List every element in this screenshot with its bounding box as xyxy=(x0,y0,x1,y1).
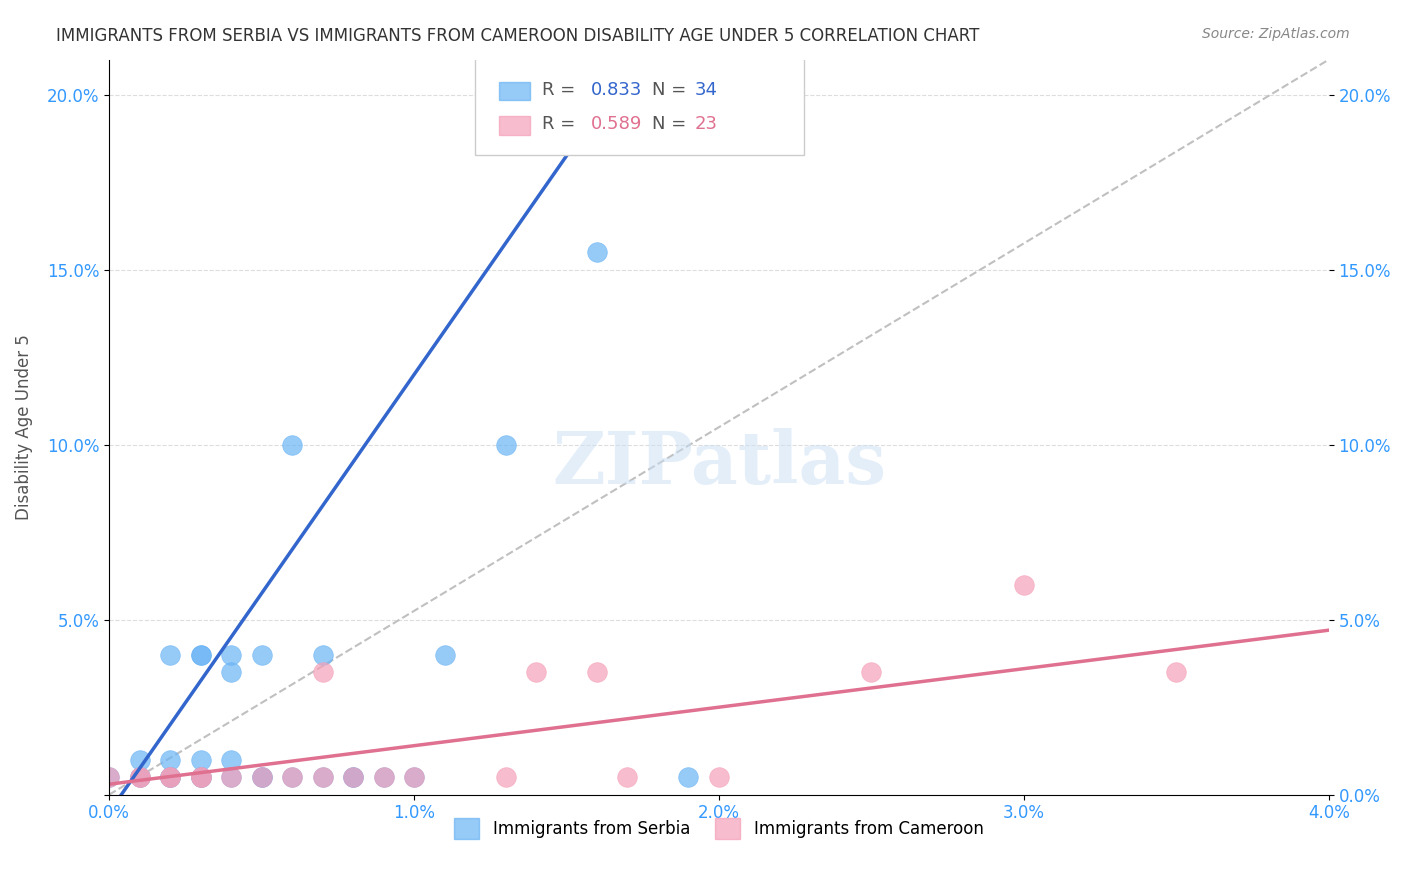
Point xyxy=(342,770,364,784)
Point xyxy=(586,245,609,260)
Text: Source: ZipAtlas.com: Source: ZipAtlas.com xyxy=(1202,27,1350,41)
Point xyxy=(219,753,242,767)
Point xyxy=(281,770,304,784)
FancyBboxPatch shape xyxy=(475,53,804,155)
Point xyxy=(219,665,242,680)
Point xyxy=(281,437,304,451)
Bar xyxy=(499,82,530,100)
Point xyxy=(159,770,181,784)
Point xyxy=(128,770,150,784)
Point xyxy=(159,753,181,767)
Bar xyxy=(499,116,530,135)
Point xyxy=(250,770,273,784)
Legend: Immigrants from Serbia, Immigrants from Cameroon: Immigrants from Serbia, Immigrants from … xyxy=(449,812,990,846)
Point xyxy=(342,770,364,784)
Point xyxy=(159,770,181,784)
Text: 23: 23 xyxy=(695,115,717,133)
Point xyxy=(616,770,638,784)
Point xyxy=(311,665,333,680)
Point xyxy=(190,770,212,784)
Point xyxy=(190,770,212,784)
Point xyxy=(311,770,333,784)
Point xyxy=(128,770,150,784)
Point xyxy=(159,770,181,784)
Point xyxy=(402,770,425,784)
Text: N =: N = xyxy=(652,115,692,133)
Point xyxy=(98,770,121,784)
Y-axis label: Disability Age Under 5: Disability Age Under 5 xyxy=(15,334,32,520)
Point xyxy=(219,770,242,784)
Point xyxy=(190,648,212,662)
Point xyxy=(190,648,212,662)
Point xyxy=(190,770,212,784)
Point xyxy=(1012,577,1035,591)
Text: ZIPatlas: ZIPatlas xyxy=(553,428,886,500)
Point xyxy=(311,648,333,662)
Text: R =: R = xyxy=(543,115,581,133)
Point xyxy=(495,770,517,784)
Point xyxy=(128,753,150,767)
Point xyxy=(586,665,609,680)
Point xyxy=(190,753,212,767)
Text: N =: N = xyxy=(652,81,692,100)
Point xyxy=(402,770,425,784)
Point xyxy=(219,770,242,784)
Text: IMMIGRANTS FROM SERBIA VS IMMIGRANTS FROM CAMEROON DISABILITY AGE UNDER 5 CORREL: IMMIGRANTS FROM SERBIA VS IMMIGRANTS FRO… xyxy=(56,27,980,45)
Point xyxy=(373,770,395,784)
Point xyxy=(707,770,730,784)
Point xyxy=(373,770,395,784)
Point xyxy=(495,437,517,451)
Point xyxy=(98,770,121,784)
Point xyxy=(250,770,273,784)
Point xyxy=(190,770,212,784)
Point xyxy=(524,665,547,680)
Point xyxy=(159,648,181,662)
Point xyxy=(128,770,150,784)
Point xyxy=(190,770,212,784)
Text: 0.589: 0.589 xyxy=(591,115,643,133)
Point xyxy=(281,770,304,784)
Point xyxy=(433,648,456,662)
Point xyxy=(342,770,364,784)
Point xyxy=(219,648,242,662)
Point xyxy=(311,770,333,784)
Text: R =: R = xyxy=(543,81,581,100)
Point xyxy=(159,770,181,784)
Point xyxy=(860,665,883,680)
Text: 34: 34 xyxy=(695,81,717,100)
Point xyxy=(678,770,700,784)
Point xyxy=(159,770,181,784)
Point xyxy=(250,648,273,662)
Point xyxy=(250,770,273,784)
Text: 0.833: 0.833 xyxy=(591,81,643,100)
Point xyxy=(128,770,150,784)
Point xyxy=(1166,665,1188,680)
